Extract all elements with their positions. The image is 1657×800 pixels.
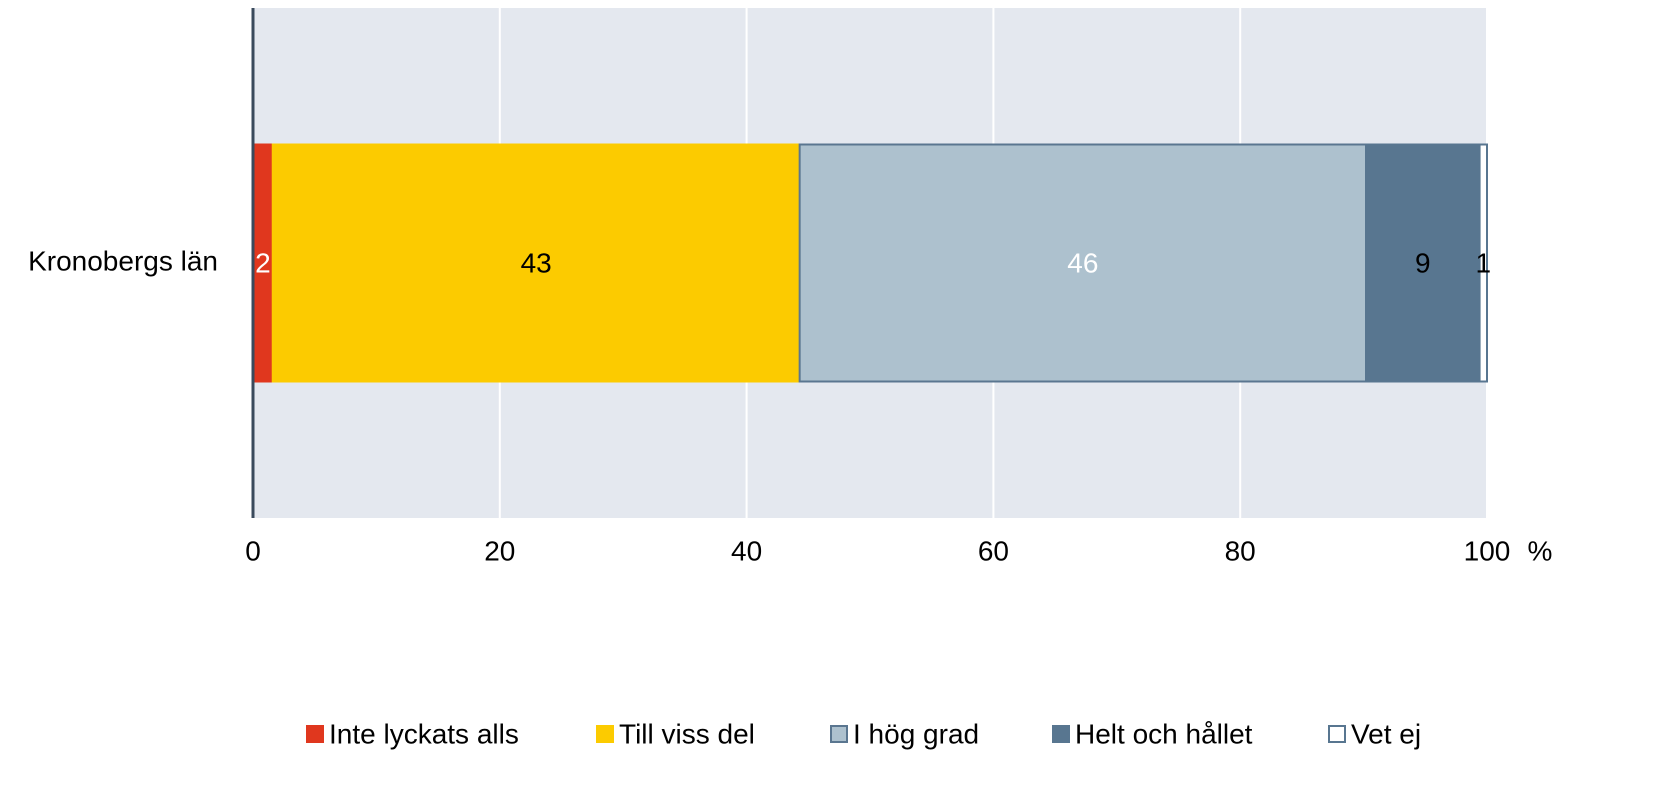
legend-swatch bbox=[306, 725, 324, 743]
legend-swatch bbox=[1328, 725, 1346, 743]
x-tick-label: 60 bbox=[978, 535, 1009, 566]
data-label: 43 bbox=[521, 247, 552, 278]
bar-segment bbox=[1365, 143, 1481, 383]
data-label: 9 bbox=[1415, 247, 1431, 278]
bar-segment bbox=[271, 143, 801, 383]
data-label: 1 bbox=[1476, 247, 1492, 278]
legend-label: Helt och hållet bbox=[1075, 718, 1253, 749]
legend-label: Till viss del bbox=[619, 718, 755, 749]
legend-label: Inte lyckats alls bbox=[329, 718, 519, 749]
x-axis-unit: % bbox=[1528, 535, 1553, 566]
x-tick-label: 40 bbox=[731, 535, 762, 566]
y-tick-label: Kronobergs län bbox=[28, 245, 218, 276]
legend-swatch bbox=[1052, 725, 1070, 743]
legend-label: Vet ej bbox=[1351, 718, 1421, 749]
x-tick-label: 20 bbox=[484, 535, 515, 566]
legend-label: I hög grad bbox=[853, 718, 979, 749]
x-tick-label: 0 bbox=[245, 535, 261, 566]
data-label: 2 bbox=[255, 247, 271, 278]
legend-swatch bbox=[830, 725, 848, 743]
x-tick-label: 100 bbox=[1464, 535, 1511, 566]
legend-swatch bbox=[596, 725, 614, 743]
data-label: 46 bbox=[1067, 247, 1098, 278]
x-tick-label: 80 bbox=[1225, 535, 1256, 566]
bar-segment bbox=[798, 143, 1368, 383]
bar-segment bbox=[1478, 143, 1488, 383]
